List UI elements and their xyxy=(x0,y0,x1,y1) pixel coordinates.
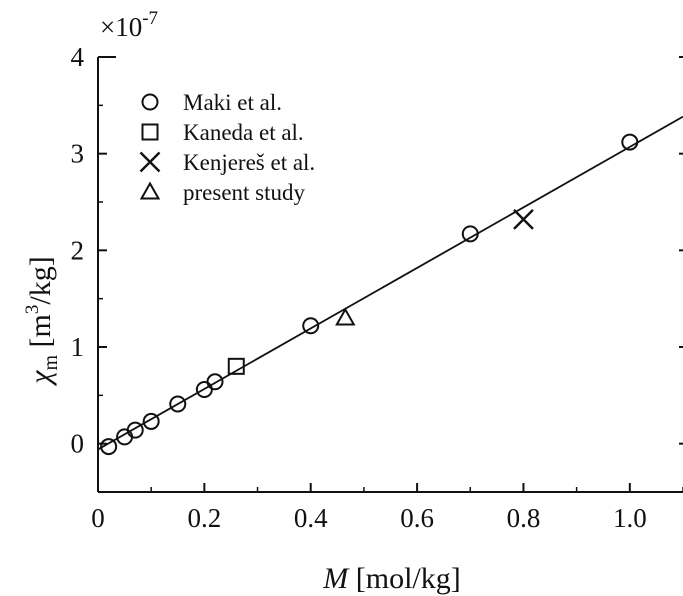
y-multiplier: ×10-7 xyxy=(100,8,158,42)
legend-marker-square xyxy=(141,123,159,141)
y-tick-label: 3 xyxy=(71,139,85,169)
legend-label: Kenjereš et al. xyxy=(183,150,315,175)
fit-line xyxy=(97,115,683,451)
legend-label: Kaneda et al. xyxy=(183,120,304,145)
y-tick-label: 1 xyxy=(71,332,85,362)
x-axis-title: M [mol/kg] xyxy=(322,562,461,595)
y-tick-label: 0 xyxy=(71,429,85,459)
svg-text:χm [m3/kg]: χm [m3/kg] xyxy=(22,256,62,386)
data-point-circle xyxy=(100,438,118,456)
data-point-circle xyxy=(142,412,160,430)
data-point-square xyxy=(227,357,245,375)
x-tick-label: 0.4 xyxy=(294,503,328,533)
data-point-circle xyxy=(126,421,144,439)
data-point-circle xyxy=(461,225,479,243)
x-tick-label: 1.0 xyxy=(613,503,647,533)
y-tick-label: 4 xyxy=(71,42,85,72)
data-point-circle xyxy=(169,395,187,413)
y-tick-label: 2 xyxy=(71,235,85,265)
legend-marker-x xyxy=(139,151,161,173)
x-tick-label: 0.6 xyxy=(400,503,434,533)
legend-marker-triangle xyxy=(139,181,161,200)
x-tick-label: 0.8 xyxy=(507,503,541,533)
legend-label: Maki et al. xyxy=(183,90,282,115)
legend-marker-circle xyxy=(141,93,159,111)
data-point-circle xyxy=(621,133,639,151)
x-tick-label: 0.2 xyxy=(187,503,221,533)
data-point-triangle xyxy=(335,307,356,326)
legend-label: present study xyxy=(183,180,306,205)
data-point-x xyxy=(513,209,534,230)
x-tick-label: 0 xyxy=(91,503,105,533)
data-point-circle xyxy=(302,317,320,335)
y-axis-title: χm [m3/kg] xyxy=(22,256,62,386)
data-point-circle xyxy=(206,373,224,391)
